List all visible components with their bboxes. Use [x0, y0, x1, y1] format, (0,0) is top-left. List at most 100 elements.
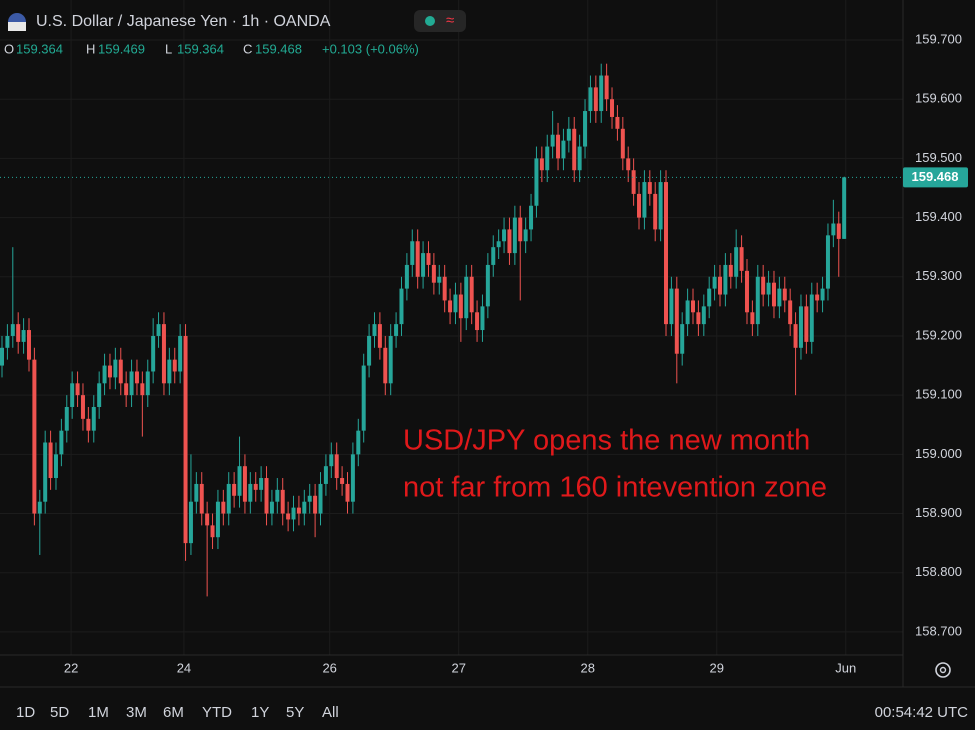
candle-body [394, 324, 399, 336]
candle-body [32, 359, 37, 514]
range-button[interactable]: YTD [202, 704, 232, 721]
candle-body [566, 128, 571, 141]
grid [0, 0, 903, 655]
last-price-label: 159.468 [912, 169, 959, 184]
y-tick-label: 158.800 [915, 564, 962, 579]
candle-body [156, 324, 161, 336]
candle-body [550, 134, 555, 147]
range-button[interactable]: 5D [50, 704, 69, 721]
gear[interactable] [939, 666, 947, 674]
candle-body [329, 454, 334, 467]
candle-body [631, 170, 636, 194]
y-tick-label: 158.700 [915, 623, 962, 638]
candle-body [415, 241, 420, 277]
candle-body [680, 324, 685, 354]
range-button[interactable]: All [322, 704, 339, 721]
range-button[interactable]: 1Y [251, 704, 269, 721]
candle-body [583, 111, 588, 147]
candle-body [296, 507, 301, 514]
y-tick-label: 159.200 [915, 327, 962, 342]
range-button[interactable]: 5Y [286, 704, 304, 721]
gear[interactable] [935, 662, 951, 678]
candle-body [836, 223, 841, 239]
candle-body [59, 430, 64, 455]
clock[interactable]: 00:54:42 UTC [875, 704, 969, 721]
candle-body [610, 99, 615, 117]
x-tick-label: 22 [64, 660, 78, 675]
candle-body [604, 75, 609, 100]
candle-body [512, 217, 517, 254]
candle-body [448, 300, 453, 313]
candle-body [210, 525, 215, 538]
candle-body [464, 276, 469, 319]
candle-body [37, 501, 42, 514]
candle-body [334, 454, 339, 479]
candle-body [404, 264, 409, 289]
candle-body [140, 383, 145, 396]
candle-body [577, 146, 582, 171]
candle-body [199, 483, 204, 514]
candle-body [809, 294, 814, 342]
header: U.S. Dollar / Japanese Yen · 1h · OANDA … [8, 10, 466, 32]
market-open-dot [425, 16, 435, 26]
candle-body [313, 495, 318, 514]
range-button[interactable]: 1D [16, 704, 35, 721]
candle-body [496, 241, 501, 248]
candle-body [97, 383, 102, 407]
candle-body [647, 182, 652, 194]
y-tick-label: 159.700 [915, 31, 962, 46]
last-price-tag [903, 167, 968, 188]
x-tick-label: 24 [177, 660, 191, 675]
y-tick-label: 159.600 [915, 91, 962, 106]
candle-body [178, 335, 183, 372]
candle-body [793, 324, 798, 348]
candle-body [345, 483, 350, 502]
candle-body [5, 335, 10, 348]
candle-body [782, 288, 787, 301]
candle-body [545, 146, 550, 171]
range-button[interactable]: 3M [126, 704, 147, 721]
ohlc-value: 159.469 [98, 41, 145, 56]
status-pill[interactable] [414, 10, 466, 32]
candle-body [701, 306, 706, 325]
range-button[interactable]: 6M [163, 704, 184, 721]
candles [0, 63, 903, 597]
ohlc-letter: O [4, 41, 14, 56]
candle-body [777, 288, 782, 307]
candle-body [280, 489, 285, 514]
candle-body [431, 264, 436, 283]
candle-body [26, 330, 31, 360]
candle-body [188, 501, 193, 544]
candle-body [350, 454, 355, 502]
ohlc-letter: L [165, 41, 172, 56]
y-tick-label: 159.100 [915, 387, 962, 402]
candle-body [10, 324, 15, 336]
candle-body [48, 442, 53, 479]
candle-body [761, 276, 766, 295]
x-tick-label: 27 [451, 660, 465, 675]
candle-body [771, 282, 776, 307]
candle-body [0, 347, 4, 366]
candle-body [53, 454, 58, 479]
range-button[interactable]: 1M [88, 704, 109, 721]
candle-body [788, 300, 793, 325]
settings-icon[interactable] [935, 662, 951, 678]
candle-body [134, 371, 139, 384]
candle-body [766, 282, 771, 295]
x-tick-label: 29 [710, 660, 724, 675]
candle-body [113, 359, 118, 378]
candle-body [539, 158, 544, 171]
candle-body [691, 300, 695, 313]
candle-body [707, 288, 712, 307]
candle-body [685, 300, 690, 325]
candle-body [426, 253, 431, 265]
candle-body [356, 430, 361, 455]
candle-body [734, 247, 739, 277]
candle-body [269, 501, 274, 514]
candle-body [91, 406, 96, 431]
candle-body [264, 478, 269, 514]
candle-body [820, 288, 825, 301]
ohlc-legend: O 159.364 H 159.469 L 159.364 C 159.468 +0.103 (… [4, 41, 419, 56]
candle-body [291, 507, 296, 520]
